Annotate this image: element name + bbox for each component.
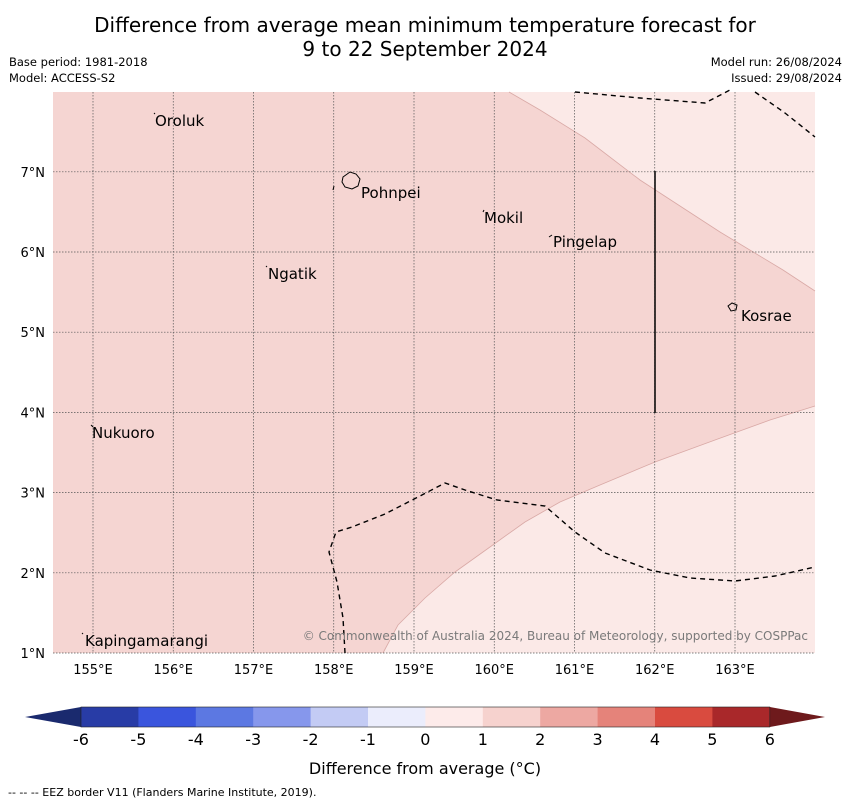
lat-tick-label: 2°N	[21, 567, 46, 582]
pohnpei-islet	[332, 185, 335, 191]
islands	[81, 112, 738, 635]
place-kapingamarangi: Kapingamarangi	[85, 632, 208, 650]
anomaly-zone-southeast	[383, 406, 815, 653]
lat-tick-label: 6°N	[21, 246, 46, 261]
eez-footnote: -- -- -- EEZ border V11 (Flanders Marine…	[8, 786, 317, 799]
place-kosrae: Kosrae	[741, 307, 792, 325]
lon-tick-label: 162°E	[635, 663, 675, 678]
place-mokil: Mokil	[484, 209, 523, 227]
place-pohnpei: Pohnpei	[361, 184, 421, 202]
colorbar-segment	[425, 707, 484, 727]
colorbar-segment	[540, 707, 599, 727]
colorbar	[25, 706, 825, 728]
colorbar-tick-label: 3	[593, 730, 603, 749]
meta-right: Model run: 26/08/2024 Issued: 29/08/2024	[711, 54, 842, 86]
eez-borders	[328, 89, 816, 654]
place-pingelap: Pingelap	[553, 233, 617, 251]
colorbar-tick-label: 1	[478, 730, 488, 749]
lat-tick-label: 1°N	[21, 647, 46, 662]
lat-tick-label: 7°N	[21, 166, 46, 181]
colorbar-tick-label: 0	[420, 730, 430, 749]
colorbar-segment	[655, 707, 713, 727]
colorbar-segment	[368, 707, 426, 727]
lon-tick-label: 159°E	[394, 663, 434, 678]
chart-title: Difference from average mean minimum tem…	[0, 13, 850, 61]
place-oroluk: Oroluk	[155, 112, 204, 130]
place-ngatik: Ngatik	[268, 265, 317, 283]
eez-border-north	[574, 89, 816, 138]
lon-tick-label: 163°E	[715, 663, 755, 678]
kosrae-island	[727, 302, 738, 312]
pohnpei-island	[341, 171, 361, 190]
model-name: Model: ACCESS-S2	[9, 71, 116, 85]
colorbar-segment	[310, 707, 369, 727]
title-line-1: Difference from average mean minimum tem…	[94, 13, 756, 37]
colorbar-segment	[712, 707, 771, 727]
colorbar-segment	[482, 707, 541, 727]
colorbar-tick-label: 5	[707, 730, 717, 749]
lon-tick-label: 157°E	[234, 663, 274, 678]
model-run: Model run: 26/08/2024	[710, 55, 842, 69]
colorbar-tick-label: -4	[188, 730, 204, 749]
colorbar-high-extend	[769, 707, 825, 727]
nukuoro-islet	[90, 424, 94, 428]
colorbar-tick-label: 4	[650, 730, 660, 749]
lon-tick-labels: 155°E 156°E 157°E 158°E 159°E 160°E 161°E 162°E…	[73, 663, 755, 678]
colorbar-tick-label: 6	[765, 730, 775, 749]
place-nukuoro: Nukuoro	[92, 424, 155, 442]
title-line-2: 9 to 22 September 2024	[302, 37, 548, 61]
colorbar-outline	[80, 706, 771, 728]
oroluk-islet	[153, 112, 156, 115]
colorbar-tick-labels: -6 -5 -4 -3 -2 -1 0 1 2 3 4 5 6	[73, 730, 775, 749]
colorbar-tick-label: -1	[360, 730, 376, 749]
ngatik-islet	[265, 265, 268, 268]
colorbar-tick-label: -5	[130, 730, 146, 749]
colorbar-segment	[195, 707, 254, 727]
colorbar-segment	[597, 707, 656, 727]
colorbar-tick-label: -2	[303, 730, 319, 749]
lat-tick-label: 4°N	[21, 406, 46, 421]
colorbar-segment	[138, 707, 197, 727]
lat-tick-label: 3°N	[21, 487, 46, 502]
lat-tick-labels: 1°N 2°N 3°N 4°N 5°N 6°N 7°N	[21, 166, 46, 662]
base-period: Base period: 1981-2018	[9, 55, 148, 69]
mokil-islet	[482, 209, 485, 213]
lon-tick-label: 156°E	[153, 663, 193, 678]
eez-border-south	[328, 482, 816, 654]
issued-date: Issued: 29/08/2024	[731, 71, 842, 85]
colorbar-segment	[81, 707, 139, 727]
colorbar-low-extend	[25, 707, 81, 727]
lon-tick-label: 158°E	[314, 663, 354, 678]
copyright-notice: © Commonwealth of Australia 2024, Bureau…	[303, 629, 808, 643]
colorbar-tick-label: -3	[245, 730, 261, 749]
graticule	[53, 92, 815, 654]
colorbar-label: Difference from average (°C)	[309, 759, 541, 778]
lon-tick-label: 155°E	[73, 663, 113, 678]
colorbar-tick-label: 2	[535, 730, 545, 749]
anomaly-contour-south	[382, 405, 816, 654]
pingelap-islet	[548, 234, 553, 238]
lat-tick-label: 5°N	[21, 326, 46, 341]
anomaly-contour-north	[508, 91, 816, 292]
colorbar-segment	[253, 707, 312, 727]
meta-left: Base period: 1981-2018 Model: ACCESS-S2	[9, 54, 148, 86]
lon-tick-label: 160°E	[474, 663, 514, 678]
kapinga-islet	[81, 632, 84, 635]
anomaly-zone-northeast	[509, 92, 815, 291]
lon-tick-label: 161°E	[555, 663, 595, 678]
colorbar-tick-label: -6	[73, 730, 89, 749]
